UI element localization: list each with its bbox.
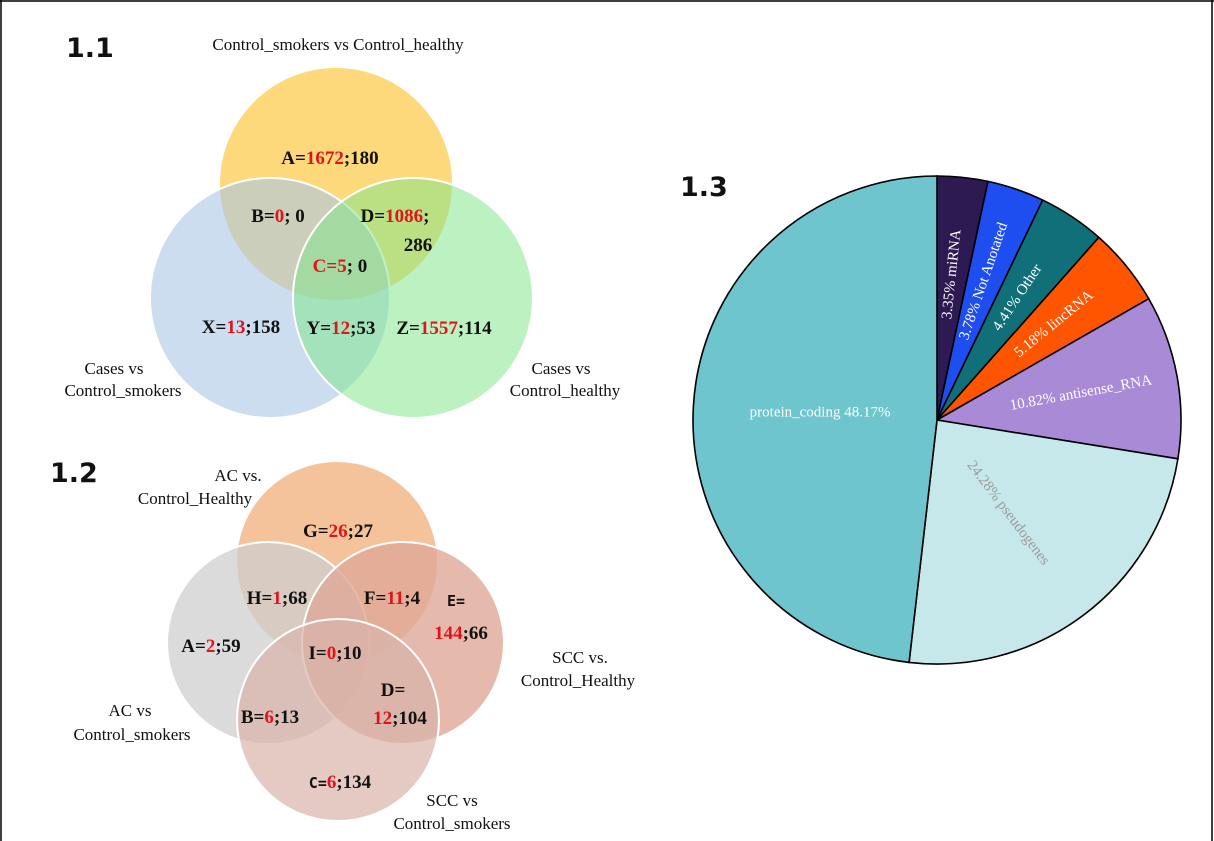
venn1-region-D: D=1086; — [361, 206, 430, 227]
venn2-label-bottom-1: SCC vs — [426, 791, 478, 810]
venn-1-1: 1.1 Control_smokers vs Control_healthy A… — [64, 33, 621, 419]
venn2-region-G: G=26;27 — [303, 521, 373, 542]
venn1-region-X: X=13;158 — [202, 317, 280, 338]
venn1-region-C: C=5; 0 — [313, 256, 368, 277]
venn2-region-B: B=6;13 — [241, 707, 299, 728]
venn1-region-A: A=1672;180 — [281, 148, 378, 169]
venn1-region-Y: Y=12;53 — [307, 318, 376, 339]
venn1-region-D-line2: 286 — [404, 235, 433, 256]
venn1-label-left-2: Control_smokers — [64, 381, 181, 400]
venn1-label-right-1: Cases vs — [531, 359, 590, 378]
venn1-label-right-2: Control_healthy — [510, 381, 621, 400]
venn2-region-D: 12;104 — [373, 708, 427, 729]
pie-slice-antisense-rna — [934, 297, 1182, 460]
venn2-circle-bottom — [236, 618, 440, 822]
venn2-region-C: C=6;134 — [309, 772, 372, 793]
panel-label-1-3: 1.3 — [680, 172, 728, 203]
venn1-title-top: Control_smokers vs Control_healthy — [212, 35, 464, 54]
venn2-region-I: I=0;10 — [308, 643, 361, 664]
venn1-circle-right — [292, 177, 534, 419]
venn2-label-right-1: SCC vs. — [552, 648, 608, 667]
venn2-label-top-1: AC vs. — [214, 466, 261, 485]
pie-label-protein-coding: protein_coding 48.17% — [750, 405, 891, 421]
venn2-label-left-2: Control_smokers — [73, 725, 190, 744]
venn1-region-Z: Z=1557;114 — [396, 318, 492, 339]
venn2-region-E-name: E= — [447, 592, 465, 610]
venn2-label-bottom-2: Control_smokers — [393, 814, 510, 833]
venn2-label-top-2: Control_Healthy — [138, 489, 253, 508]
venn2-region-A: A=2;59 — [181, 636, 240, 657]
pie-slice-protein-coding — [692, 175, 938, 664]
venn2-region-E: 144;66 — [434, 623, 488, 644]
venn2-label-left-1: AC vs — [109, 701, 152, 720]
venn1-label-left-1: Cases vs — [84, 359, 143, 378]
venn1-region-B: B=0; 0 — [251, 206, 305, 227]
panel-label-1-1: 1.1 — [66, 33, 114, 64]
venn2-label-right-2: Control_Healthy — [521, 671, 636, 690]
venn2-region-D-name: D= — [381, 680, 406, 701]
panel-label-1-2: 1.2 — [50, 458, 98, 489]
venn2-region-H: H=1;68 — [247, 588, 307, 609]
pie-slice-pseudogenes — [908, 419, 1179, 665]
venn2-region-F: F=11;4 — [364, 588, 421, 609]
venn-1-2: 1.2 AC vs. Control_Healthy G=26;27 H=1;6… — [50, 458, 636, 833]
